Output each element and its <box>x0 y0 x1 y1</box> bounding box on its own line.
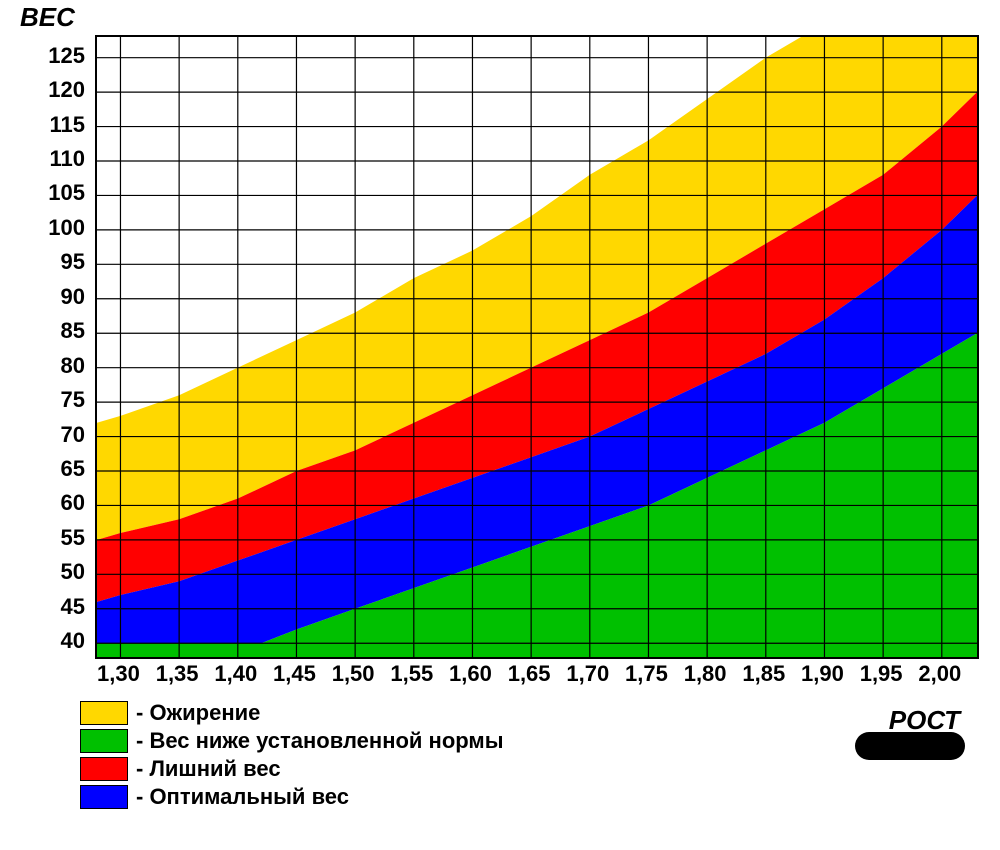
x-tick-label: 1,55 <box>390 661 433 687</box>
y-tick-label: 120 <box>25 77 85 103</box>
x-tick-label: 1,65 <box>508 661 551 687</box>
y-tick-label: 85 <box>25 318 85 344</box>
x-tick-label: 1,80 <box>684 661 727 687</box>
y-tick-label: 115 <box>25 112 85 138</box>
y-tick-label: 65 <box>25 456 85 482</box>
chart-svg <box>97 37 977 657</box>
legend: - Ожирение- Вес ниже установленной нормы… <box>80 700 504 812</box>
y-axis-title: ВЕС <box>20 2 75 33</box>
legend-item: - Оптимальный вес <box>80 784 504 810</box>
y-tick-label: 40 <box>25 628 85 654</box>
y-tick-label: 50 <box>25 559 85 585</box>
legend-label: - Лишний вес <box>136 756 281 782</box>
legend-swatch <box>80 785 128 809</box>
x-tick-label: 2,00 <box>918 661 961 687</box>
x-tick-label: 1,30 <box>97 661 140 687</box>
x-tick-label: 1,90 <box>801 661 844 687</box>
y-tick-label: 125 <box>25 43 85 69</box>
y-tick-label: 80 <box>25 353 85 379</box>
x-tick-label: 1,35 <box>156 661 199 687</box>
legend-item: - Лишний вес <box>80 756 504 782</box>
x-tick-label: 1,70 <box>566 661 609 687</box>
legend-swatch <box>80 729 128 753</box>
plot-area <box>95 35 979 659</box>
y-tick-label: 55 <box>25 525 85 551</box>
y-tick-label: 90 <box>25 284 85 310</box>
x-tick-label: 1,60 <box>449 661 492 687</box>
x-tick-label: 1,40 <box>214 661 257 687</box>
x-tick-label: 1,50 <box>332 661 375 687</box>
legend-label: - Вес ниже установленной нормы <box>136 728 504 754</box>
y-tick-label: 60 <box>25 490 85 516</box>
y-tick-label: 70 <box>25 422 85 448</box>
legend-item: - Ожирение <box>80 700 504 726</box>
bmi-area-chart: ВЕС 40 45 50 55 60 65 70 75 80 85 90 95 100 105 110 115… <box>0 0 1000 850</box>
redacted-box <box>855 732 965 760</box>
x-tick-label: 1,85 <box>742 661 785 687</box>
legend-swatch <box>80 757 128 781</box>
legend-label: - Оптимальный вес <box>136 784 349 810</box>
y-tick-label: 45 <box>25 594 85 620</box>
legend-swatch <box>80 701 128 725</box>
y-tick-label: 105 <box>25 180 85 206</box>
x-tick-label: 1,45 <box>273 661 316 687</box>
y-tick-label: 75 <box>25 387 85 413</box>
y-tick-label: 95 <box>25 249 85 275</box>
x-tick-label: 1,95 <box>860 661 903 687</box>
legend-item: - Вес ниже установленной нормы <box>80 728 504 754</box>
legend-label: - Ожирение <box>136 700 260 726</box>
x-tick-label: 1,75 <box>625 661 668 687</box>
y-tick-label: 110 <box>25 146 85 172</box>
y-tick-label: 100 <box>25 215 85 241</box>
